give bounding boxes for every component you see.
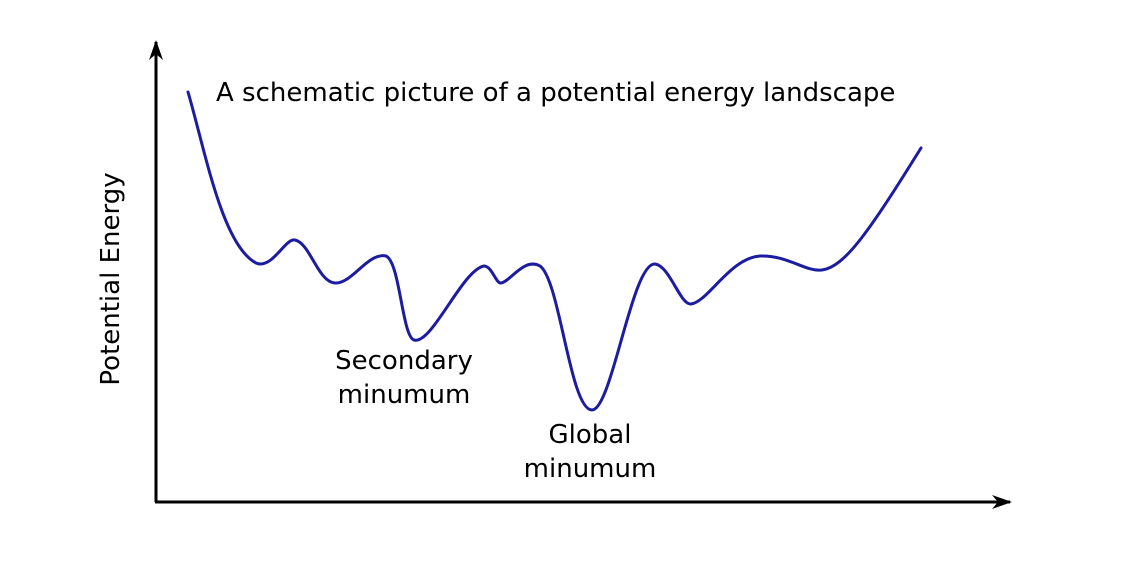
- secondary-minimum-label-line1: Secondary: [335, 346, 473, 376]
- energy-curve: [186, 90, 923, 412]
- secondary-minimum-label-line2: minumum: [338, 380, 471, 410]
- diagram-title: A schematic picture of a potential energ…: [216, 78, 895, 108]
- y-axis-label: Potential Energy: [96, 172, 126, 385]
- global-minimum-label-line1: Global: [549, 420, 632, 450]
- global-minimum-label-line2: minumum: [524, 454, 657, 484]
